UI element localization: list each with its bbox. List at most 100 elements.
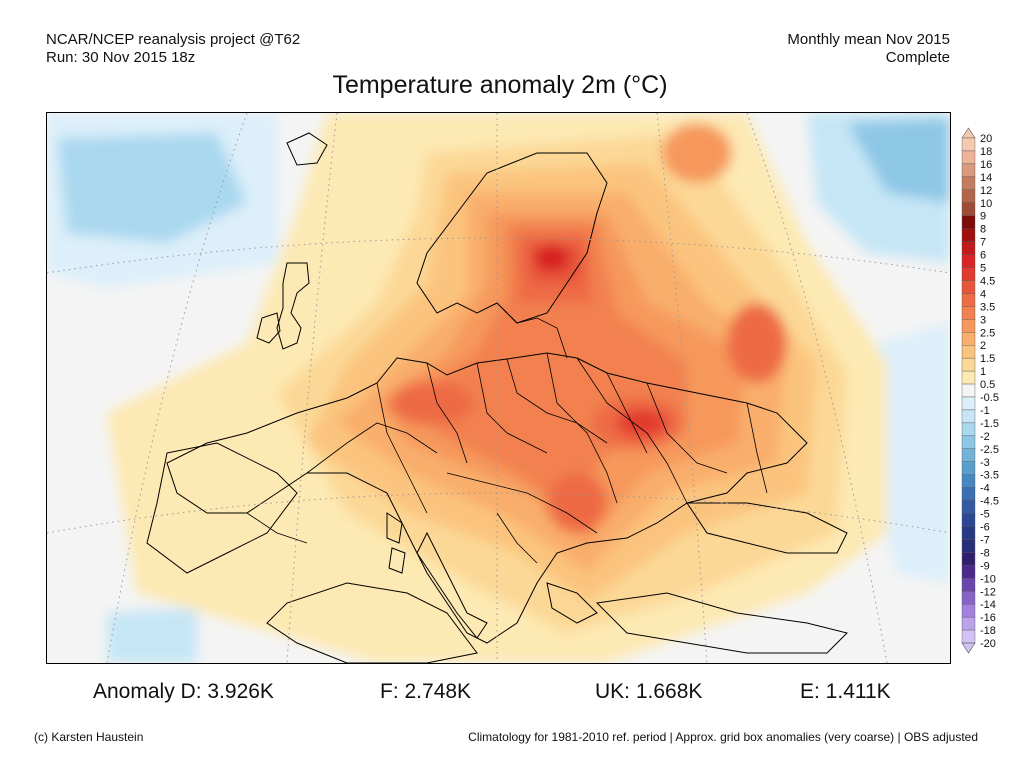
copyright-note: (c) Karsten Haustein [34, 730, 144, 744]
colorbar-swatch [961, 526, 976, 540]
colorbar-tick-label: 10 [980, 198, 992, 210]
colorbar-tick-label: -18 [980, 625, 996, 637]
colorbar-swatch [961, 137, 976, 152]
header-right: Monthly mean Nov 2015 Complete [787, 31, 950, 67]
colorbar-tick-label: -1.5 [980, 418, 999, 430]
colorbar-swatch [961, 616, 976, 631]
colorbar-tick-label: -9 [980, 560, 990, 572]
status-label: Complete [885, 49, 950, 66]
colorbar-tick-label: -16 [980, 612, 996, 624]
country-borders [246, 302, 768, 564]
colorbar-swatch [961, 202, 976, 216]
colorbar-tick-label: 6 [980, 250, 986, 262]
colorbar-swatch [961, 474, 976, 488]
colorbar-swatch [961, 461, 976, 475]
colorbar-tick-label: 1 [980, 366, 986, 378]
colorbar-swatch [961, 552, 976, 566]
colorbar-swatch [961, 409, 976, 424]
colorbar-swatch [961, 319, 976, 333]
colorbar-swatch [961, 578, 976, 592]
graticule [47, 113, 950, 663]
colorbar-tick-label: 8 [980, 224, 986, 236]
colorbar-swatch [961, 565, 976, 579]
anomaly-map [46, 112, 951, 664]
colorbar-tick-label: -10 [980, 573, 996, 585]
colorbar-swatch [961, 163, 976, 178]
map-canvas [47, 113, 950, 663]
colorbar-tick-label: -12 [980, 586, 996, 598]
colorbar-arrow-down [961, 642, 976, 654]
colorbar-tick-label: -2.5 [980, 444, 999, 456]
colorbar-tick-label: 7 [980, 237, 986, 249]
colorbar-tick-label: 20 [980, 133, 992, 145]
colorbar-swatch [961, 435, 976, 450]
colorbar-swatch [961, 357, 976, 372]
colorbar-swatch [961, 604, 976, 618]
colorbar-swatch [961, 396, 976, 411]
climatology-note: Climatology for 1981-2010 ref. period | … [468, 730, 978, 744]
colorbar-swatch [961, 150, 976, 165]
colorbar-swatch [961, 254, 976, 268]
colorbar-tick-label: -4 [980, 483, 990, 495]
colorbar-swatch [961, 591, 976, 605]
anomaly-f-stat: F: 2.748K [380, 680, 472, 703]
colorbar-tick-label: 3 [980, 314, 986, 326]
colorbar-swatch [961, 189, 976, 203]
anomaly-d-stat: Anomaly D: 3.926K [93, 680, 274, 703]
colorbar-swatch [961, 280, 976, 294]
colorbar-tick-label: 5 [980, 263, 986, 275]
colorbar-tick-label: -6 [980, 522, 990, 534]
colorbar-tick-label: -5 [980, 509, 990, 521]
colorbar-swatch [961, 513, 976, 527]
anomaly-uk-stat: UK: 1.668K [595, 680, 703, 703]
colorbar-tick-label: 2.5 [980, 327, 995, 339]
model-label: NCAR/NCEP reanalysis project @T62 [46, 31, 301, 48]
colorbar-tick-label: 16 [980, 159, 992, 171]
colorbar-swatch [961, 487, 976, 501]
colorbar-tick-label: 3.5 [980, 301, 995, 313]
colorbar-swatch [961, 176, 976, 190]
colorbar-swatch [961, 267, 976, 281]
colorbar-tick-label: -3.5 [980, 470, 999, 482]
header-left: NCAR/NCEP reanalysis project @T62 Run: 3… [46, 31, 300, 67]
colorbar-swatch [961, 228, 976, 242]
colorbar-tick-label: -20 [980, 638, 996, 650]
colorbar-swatch [961, 539, 976, 553]
colorbar-labels: 201816141210987654.543.532.521.510.5-0.5… [980, 133, 999, 650]
colorbar-tick-label: 1.5 [980, 353, 995, 365]
colorbar-tick-label: 12 [980, 185, 992, 197]
colorbar-tick-label: -4.5 [980, 496, 999, 508]
colorbar-tick-label: 9 [980, 211, 986, 223]
colorbar-swatch [961, 383, 976, 398]
colorbar-tick-label: 18 [980, 146, 992, 158]
period-label: Monthly mean Nov 2015 [787, 31, 950, 48]
colorbar-swatch [961, 370, 976, 385]
colorbar-tick-label: 0.5 [980, 379, 995, 391]
coastlines [146, 132, 848, 663]
colorbar-swatch [961, 422, 976, 437]
colorbar-swatch [961, 448, 976, 462]
colorbar-tick-label: -7 [980, 534, 990, 546]
colorbar-swatch [961, 500, 976, 514]
map-title: Temperature anomaly 2m (°C) [332, 71, 668, 99]
colorbar-swatch [961, 241, 976, 255]
run-label: Run: 30 Nov 2015 18z [46, 49, 196, 66]
colorbar-tick-label: -8 [980, 547, 990, 559]
colorbar-tick-label: -1 [980, 405, 990, 417]
colorbar-legend: 201816141210987654.543.532.521.510.5-0.5… [961, 127, 999, 654]
colorbar-tick-label: -0.5 [980, 392, 999, 404]
colorbar-swatch [961, 629, 976, 644]
colorbar-tick-label: 14 [980, 172, 992, 184]
colorbar-swatch [961, 215, 976, 229]
colorbar-swatch [961, 306, 976, 320]
colorbar-swatch [961, 293, 976, 307]
anomaly-e-stat: E: 1.411K [800, 680, 891, 703]
colorbar-tick-label: -2 [980, 431, 990, 443]
colorbar-arrow-up [961, 127, 976, 139]
colorbar-tick-label: 2 [980, 340, 986, 352]
colorbar-swatch [961, 332, 976, 346]
colorbar-swatch [961, 344, 976, 359]
colorbar-tick-label: -14 [980, 599, 996, 611]
colorbar-tick-label: 4 [980, 288, 986, 300]
colorbar-tick-label: -3 [980, 457, 990, 469]
